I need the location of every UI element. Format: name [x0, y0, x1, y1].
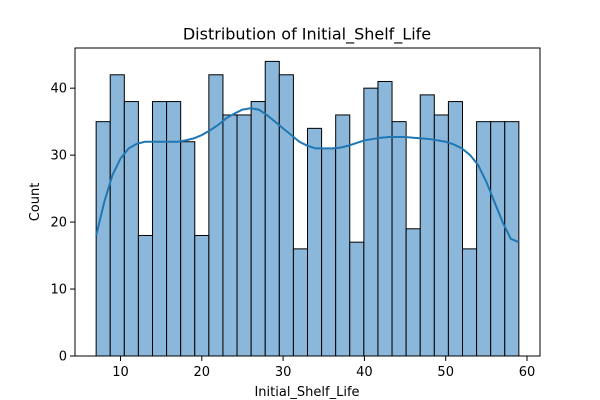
histogram-bar: [180, 141, 196, 357]
histogram-bar: [292, 248, 309, 357]
x-axis-label: Initial_Shelf_Life: [254, 385, 359, 400]
histogram-bar: [194, 234, 210, 357]
histogram-bar: [377, 80, 393, 357]
kde-curve: [95, 107, 520, 244]
x-axis-ticks: 10 20 30 40 50 60: [112, 356, 535, 380]
histogram-bar: [321, 147, 337, 357]
y-tick-label: 10: [50, 283, 67, 298]
x-tick-label: 30: [275, 365, 292, 380]
histogram-bar: [462, 248, 478, 357]
x-tick-label: 50: [437, 365, 454, 380]
histogram-bar: [433, 114, 449, 357]
x-tick-label: 40: [356, 365, 373, 380]
histogram-bar: [447, 101, 464, 357]
histogram-bar: [349, 241, 365, 357]
histogram-bar: [335, 114, 351, 357]
histogram-bar: [166, 101, 182, 357]
plot-frame: [74, 47, 541, 357]
y-tick-label: 30: [50, 149, 67, 164]
histogram-bar: [250, 101, 266, 357]
histogram-bar: [208, 74, 224, 357]
histogram-bar: [490, 121, 506, 357]
chart-title: Distribution of Initial_Shelf_Life: [183, 25, 431, 45]
histogram-bar: [109, 74, 125, 357]
histogram-bar: [307, 127, 323, 357]
histogram-bar: [278, 74, 294, 357]
y-tick-label: 20: [50, 216, 67, 231]
histogram-bars: [95, 60, 520, 357]
histogram-bar: [405, 228, 421, 357]
x-tick-label: 20: [194, 365, 211, 380]
y-axis-label: Count: [28, 183, 43, 222]
histogram-bar: [391, 121, 407, 357]
histogram-bar: [264, 60, 280, 357]
histogram-bar: [236, 114, 252, 357]
histogram-bar: [95, 121, 111, 357]
y-tick-label: 0: [59, 350, 67, 365]
x-tick-label: 10: [112, 365, 129, 380]
histogram-bar: [476, 121, 492, 357]
histogram-bar: [222, 114, 238, 357]
histogram-bar: [419, 94, 435, 357]
histogram-bar: [152, 101, 168, 357]
histogram-bar: [363, 87, 379, 357]
x-tick-label: 60: [519, 365, 536, 380]
y-tick-label: 40: [50, 82, 67, 97]
histogram-bar: [137, 234, 154, 357]
histogram-bar: [123, 101, 139, 357]
y-axis-ticks: 0 10 20 30 40: [50, 82, 75, 365]
